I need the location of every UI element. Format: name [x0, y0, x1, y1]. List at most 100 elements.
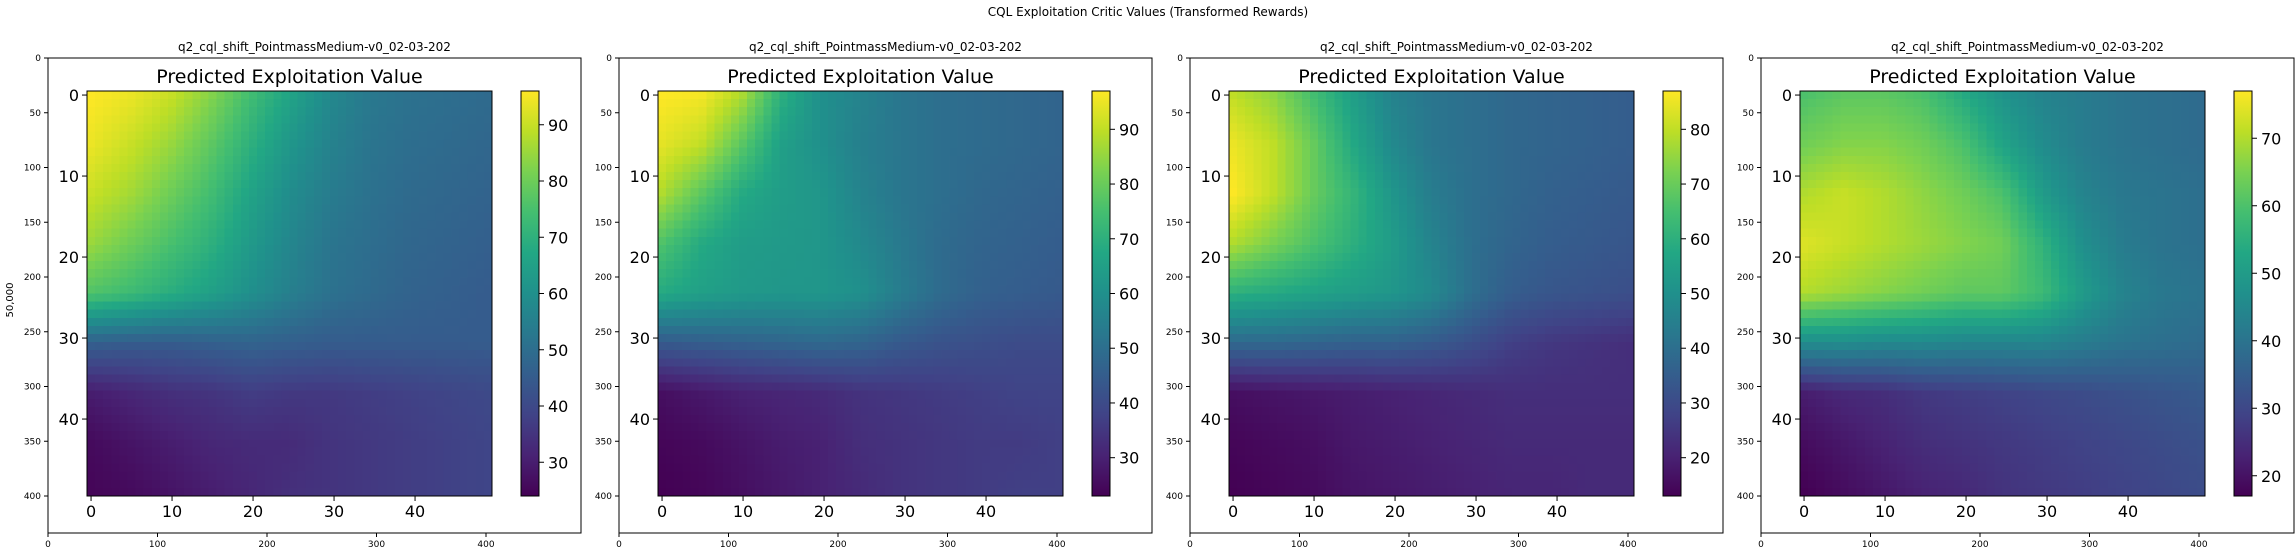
heatmap-cell [232, 455, 242, 465]
heatmap-cell [860, 131, 870, 141]
heatmap-cell [159, 431, 169, 440]
heatmap-cell [836, 253, 845, 262]
heatmap-cell [216, 293, 226, 303]
heatmap-cell [321, 293, 331, 303]
heatmap-cell [795, 180, 805, 189]
heatmap-cell [289, 301, 299, 311]
heatmap-cell [143, 131, 153, 141]
heatmap-cell [795, 293, 805, 303]
heatmap-cell [257, 285, 266, 295]
heatmap-cell [763, 91, 772, 100]
heatmap-cell [658, 342, 667, 351]
heatmap-cell [459, 447, 469, 457]
heatmap-cell [779, 423, 789, 432]
heatmap-cell [168, 309, 177, 319]
heatmap-cell [273, 390, 282, 400]
heatmap-cell [305, 99, 315, 108]
heatmap-cell [706, 212, 716, 222]
heatmap-cell [281, 131, 291, 141]
heatmap-cell [957, 244, 967, 254]
heatmap-cell [192, 415, 201, 424]
heatmap-cell [427, 471, 436, 481]
heatmap-cell [747, 163, 756, 173]
heatmap-cell [483, 415, 493, 424]
heatmap-cell [435, 204, 444, 214]
heatmap-cell [370, 382, 380, 392]
heatmap-cell [730, 471, 740, 481]
heatmap-cell [722, 358, 732, 367]
heatmap-cell [111, 212, 120, 222]
heatmap-cell [836, 212, 845, 222]
heatmap-cell [411, 479, 420, 489]
heatmap-cell [860, 139, 870, 149]
heatmap-cell [87, 447, 96, 457]
heatmap-cell [402, 253, 412, 262]
heatmap-cell [909, 139, 918, 149]
heatmap-cell [483, 107, 493, 116]
heatmap-cell [990, 309, 999, 319]
heatmap-cell [354, 406, 363, 416]
heatmap-cell [354, 293, 363, 303]
heatmap-cell [965, 463, 975, 473]
heatmap-cell [184, 115, 193, 124]
heatmap-cell [378, 261, 388, 270]
heatmap-cell [722, 131, 732, 141]
heatmap-cell [836, 91, 845, 100]
heatmap-cell [787, 228, 797, 238]
heatmap-cell [103, 107, 112, 116]
heatmap-cell [779, 334, 789, 343]
heatmap-cell [200, 269, 210, 278]
heatmap-cell [730, 147, 740, 157]
heatmap-cell [706, 366, 716, 376]
heatmap-cell [483, 123, 493, 133]
heatmap-cell [297, 439, 307, 448]
heatmap-cell [828, 447, 837, 457]
heatmap-cell [1030, 439, 1040, 448]
heatmap-cell [941, 366, 951, 376]
heatmap-cell [747, 139, 756, 149]
heatmap-cell [666, 155, 675, 165]
heatmap-cell [730, 325, 740, 335]
heatmap-cell [411, 398, 420, 408]
heatmap-cell [394, 123, 404, 133]
heatmap-cell [949, 244, 959, 254]
heatmap-cell [313, 107, 323, 116]
heatmap-cell [1038, 415, 1048, 424]
heatmap-cell [95, 374, 104, 384]
heatmap-cell [427, 139, 436, 149]
heatmap-cell [925, 382, 934, 392]
heatmap-cell [386, 431, 396, 440]
heatmap-cell [739, 406, 748, 416]
heatmap-cell [321, 253, 331, 262]
heatmap-cell [265, 398, 274, 408]
heatmap-cell [803, 390, 813, 400]
heatmap-cell [257, 293, 266, 303]
heatmap-cell [1046, 398, 1056, 408]
heatmap-cell [674, 317, 683, 327]
heatmap-cell [378, 471, 388, 481]
heatmap-cell [957, 131, 967, 141]
heatmap-cell [216, 163, 226, 173]
heatmap-cell [1038, 317, 1048, 327]
heatmap-cell [451, 423, 461, 432]
heatmap-cell [330, 188, 339, 197]
heatmap-cell [402, 358, 412, 367]
heatmap-cell [666, 415, 675, 424]
heatmap-cell [730, 374, 740, 384]
heatmap-cell [378, 374, 388, 384]
heatmap-cell [451, 293, 461, 303]
heatmap-cell [739, 325, 748, 335]
heatmap-cell [451, 415, 461, 424]
heatmap-cell [273, 325, 282, 335]
heatmap-cell [402, 374, 412, 384]
heatmap-cell [1030, 390, 1040, 400]
heatmap-cell [443, 439, 453, 448]
heatmap-cell [755, 423, 764, 432]
heatmap-cell [836, 163, 845, 173]
heatmap-cell [828, 390, 837, 400]
heatmap-cell [998, 155, 1007, 165]
heatmap-cell [459, 253, 469, 262]
heatmap-cell [730, 317, 740, 327]
heatmap-cell [836, 220, 845, 230]
heatmap-cell [698, 147, 708, 157]
